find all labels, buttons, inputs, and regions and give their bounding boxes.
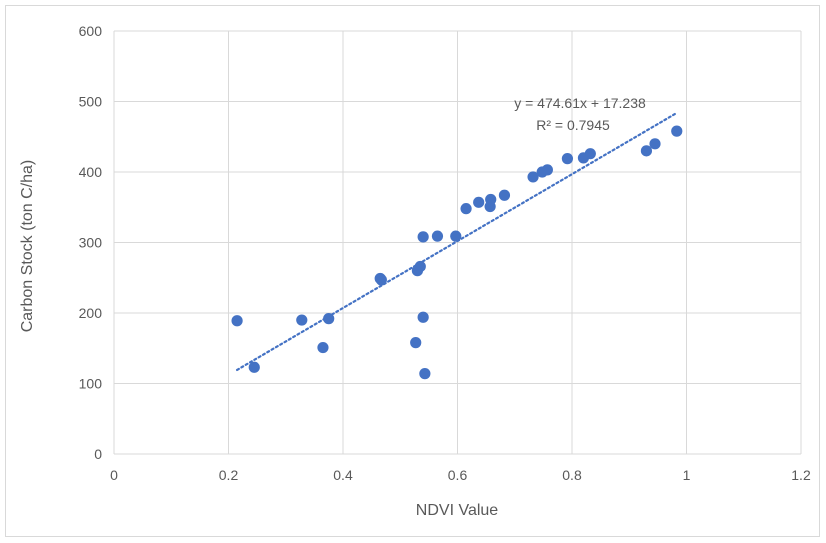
data-point xyxy=(414,260,426,273)
x-tick-label: 1 xyxy=(683,467,691,483)
trendline-r2: R² = 0.7945 xyxy=(536,117,610,133)
y-tick-label: 300 xyxy=(79,235,103,251)
data-point xyxy=(450,230,462,242)
x-tick-label: 0.2 xyxy=(219,467,239,483)
data-point xyxy=(231,315,243,327)
data-point xyxy=(649,138,661,150)
data-point xyxy=(410,337,422,349)
x-tick-label: 0.4 xyxy=(333,467,353,483)
data-point xyxy=(498,189,511,201)
x-tick-label: 1.2 xyxy=(791,467,811,483)
chart-area: 0 100 200 300 400 500 600 0 0.2 0.4 0.6 0.8 1 1.2 y =… xyxy=(5,5,820,537)
data-point xyxy=(485,193,497,206)
data-point xyxy=(323,313,335,325)
data-points xyxy=(231,125,683,380)
y-tick-label: 600 xyxy=(79,23,103,39)
x-tick-label: 0.8 xyxy=(562,467,582,483)
gridlines xyxy=(113,30,802,455)
data-point xyxy=(419,368,431,380)
data-point xyxy=(431,230,444,242)
y-tick-label: 100 xyxy=(79,376,103,392)
data-point xyxy=(417,311,429,323)
y-tick-label: 200 xyxy=(79,305,103,321)
y-tick-label: 400 xyxy=(79,164,103,180)
data-point xyxy=(527,171,539,183)
scatter-chart: 0 100 200 300 400 500 600 0 0.2 0.4 0.6 0.8 1 1.2 y =… xyxy=(19,23,811,519)
data-point xyxy=(248,361,260,373)
data-point xyxy=(375,274,387,286)
data-point xyxy=(296,314,308,326)
x-tick-label: 0.6 xyxy=(448,467,468,483)
tick-labels: 0 100 200 300 400 500 600 0 0.2 0.4 0.6 0.8 1 1.2 xyxy=(79,23,811,483)
y-tick-label: 500 xyxy=(79,94,103,110)
data-point xyxy=(584,148,596,160)
data-point xyxy=(473,196,485,208)
data-point xyxy=(671,125,683,137)
data-point xyxy=(317,341,329,354)
y-tick-label: 0 xyxy=(94,446,102,462)
data-point xyxy=(460,203,472,215)
x-tick-label: 0 xyxy=(110,467,118,483)
data-point xyxy=(640,145,653,157)
y-axis-title: Carbon Stock (ton C/ha) xyxy=(19,160,36,333)
x-axis-title: NDVI Value xyxy=(416,502,499,519)
trendline-equation: y = 474.61x + 17.238 xyxy=(514,95,646,111)
data-point xyxy=(561,153,574,165)
data-point xyxy=(541,164,553,176)
data-point xyxy=(417,231,429,243)
